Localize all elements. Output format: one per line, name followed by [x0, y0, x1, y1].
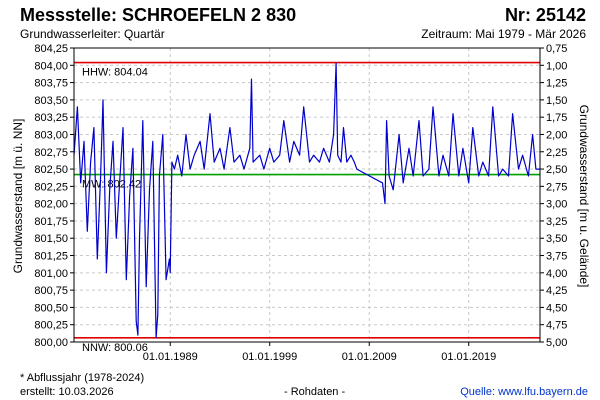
created-date: erstellt: 10.03.2026 [20, 386, 114, 398]
x-tick-label: 01.01.2019 [441, 351, 496, 363]
station-title: Messstelle: SCHROEFELN 2 830 [20, 5, 297, 25]
y-tick-label: 801,00 [34, 268, 68, 280]
y-tick-label: 800,75 [34, 285, 68, 297]
y-tick-label: 801,75 [34, 216, 68, 228]
plot-frame [73, 47, 541, 343]
y-tick-label-right: 3,75 [546, 251, 567, 263]
y-tick-label-right: 0,75 [546, 43, 567, 55]
footnote: * Abflussjahr (1978-2024) [20, 372, 145, 384]
left-axis: 804,25 804,00 803,75 803,50 803,25 803,00 802,… [34, 43, 74, 349]
series-layer [73, 62, 540, 339]
x-tick-label: 01.01.2009 [342, 351, 397, 363]
y-tick-label-right: 4,75 [546, 320, 567, 332]
y-tick-label-right: 1,75 [546, 112, 567, 124]
y-tick-label: 802,00 [34, 199, 68, 211]
raw-data-label: - Rohdaten - [284, 386, 346, 398]
y-tick-label: 803,75 [34, 78, 68, 90]
reference-lines: HHW: 804.04 MW: 802.42 NNW: 800.06 [74, 61, 540, 354]
y-tick-label: 800,00 [34, 337, 68, 349]
y-tick-label: 804,00 [34, 60, 68, 72]
reference-label: MW: 802.42 [82, 179, 141, 191]
y-tick-label: 802,50 [34, 164, 68, 176]
y-tick-label-right: 4,50 [546, 302, 567, 314]
right-axis: 0,75 1,00 1,25 1,50 1,75 2,00 2,25 2,50 2,75 3,00… [540, 43, 567, 349]
reference-label: HHW: 804.04 [82, 67, 148, 79]
y-tick-label: 803,50 [34, 95, 68, 107]
x-tick-label: 01.01.1989 [143, 351, 198, 363]
grid [74, 47, 540, 343]
aquifer-label: Grundwasserleiter: Quartär [20, 27, 165, 41]
y-tick-label-right: 3,00 [546, 199, 567, 211]
series-line [73, 62, 540, 339]
y-tick-label: 801,25 [34, 251, 68, 263]
y-tick-label-right: 5,00 [546, 337, 567, 349]
y-tick-label-right: 3,25 [546, 216, 567, 228]
source-link[interactable]: www.lfu.bayern.de [498, 386, 588, 398]
y-tick-label: 803,00 [34, 129, 68, 141]
source-label: Quelle: [460, 386, 496, 398]
y-tick-label: 802,75 [34, 147, 68, 159]
y-tick-label: 801,50 [34, 233, 68, 245]
y-axis-label-right: Grundwasserstand [m u. Gelände] [577, 105, 591, 288]
x-axis: 01.01.1989 01.01.1999 01.01.2009 01.01.2019 [143, 342, 496, 363]
y-tick-label-right: 2,25 [546, 147, 567, 159]
y-tick-label-right: 4,25 [546, 285, 567, 297]
y-axis-label-left: Grundwasserstand [m ü. NN] [11, 119, 25, 274]
y-tick-label-right: 2,75 [546, 181, 567, 193]
reference-label: NNW: 800.06 [82, 342, 148, 354]
y-tick-label-right: 2,50 [546, 164, 567, 176]
y-tick-label-right: 3,50 [546, 233, 567, 245]
y-tick-label-right: 2,00 [546, 129, 567, 141]
y-tick-label-right: 1,25 [546, 78, 567, 90]
y-tick-label: 800,25 [34, 320, 68, 332]
period-label: Zeitraum: Mai 1979 - Mär 2026 [421, 27, 586, 41]
source: Quelle: www.lfu.bayern.de [460, 386, 588, 398]
y-tick-label-right: 4,00 [546, 268, 567, 280]
y-tick-label: 803,25 [34, 112, 68, 124]
x-tick-label: 01.01.1999 [242, 351, 297, 363]
y-tick-label: 800,50 [34, 302, 68, 314]
y-tick-label: 804,25 [34, 43, 68, 55]
station-number: Nr: 25142 [504, 5, 586, 25]
y-tick-label: 802,25 [34, 181, 68, 193]
y-tick-label-right: 1,50 [546, 95, 567, 107]
y-tick-label-right: 1,00 [546, 60, 567, 72]
